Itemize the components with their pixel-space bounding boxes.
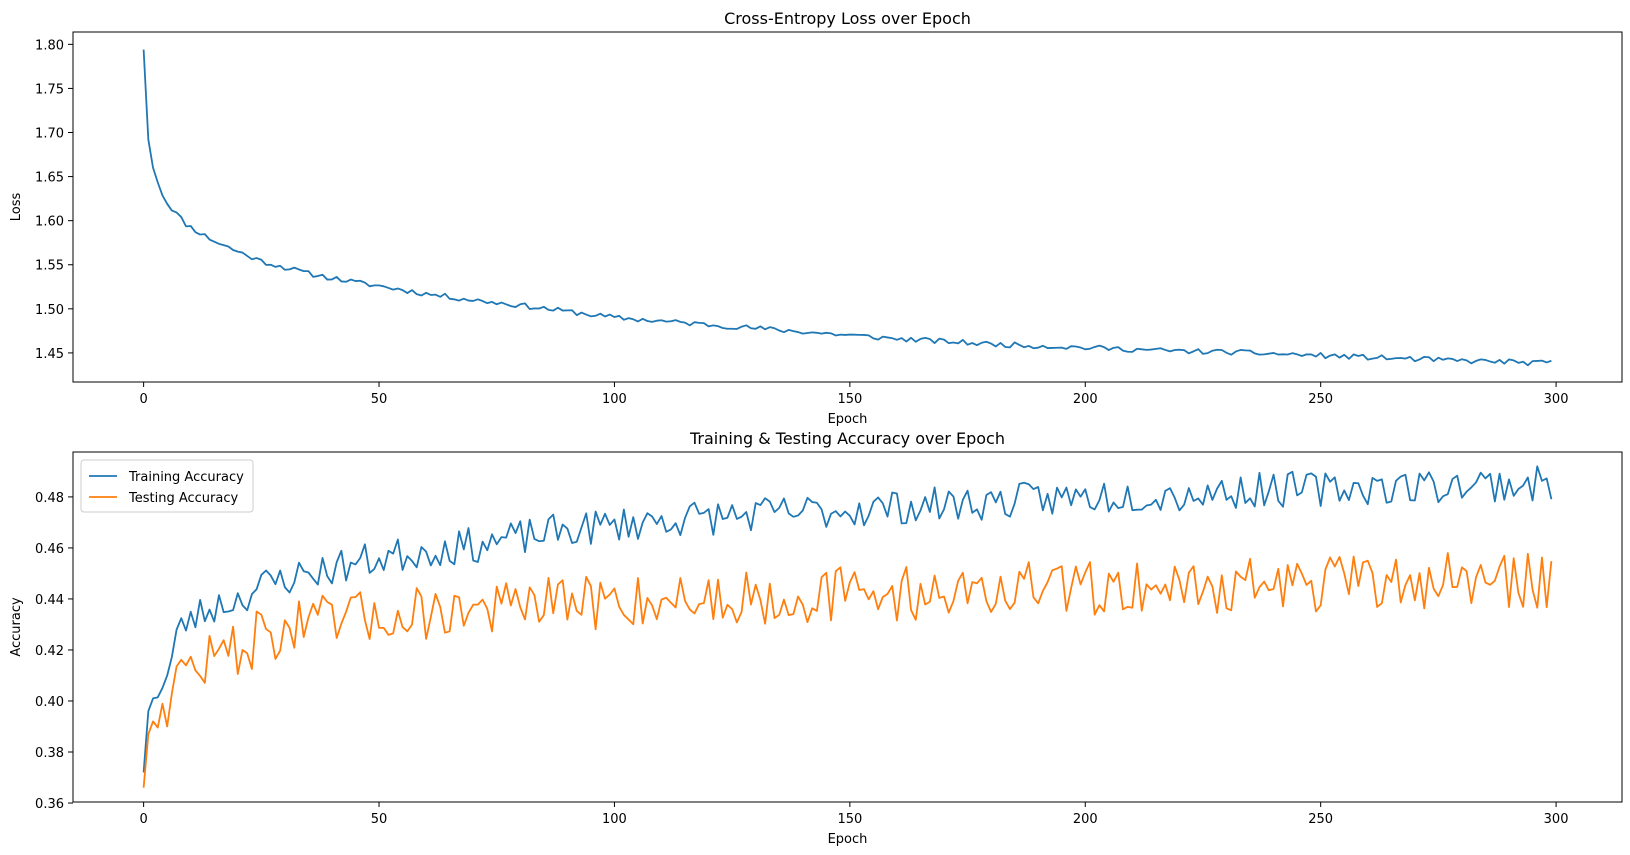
y-tick-label: 0.42 (35, 644, 64, 659)
y-tick-label: 0.40 (35, 695, 64, 710)
x-tick-label: 50 (371, 812, 388, 827)
series-line-loss (144, 50, 1552, 366)
y-tick-label: 1.75 (35, 82, 64, 97)
x-tick-label: 100 (602, 812, 627, 827)
plot-frame (73, 32, 1622, 382)
x-tick-label: 50 (371, 392, 388, 407)
y-tick-label: 1.60 (35, 215, 64, 230)
legend: Training Accuracy Testing Accuracy (81, 460, 253, 512)
y-tick-label: 0.48 (35, 491, 64, 506)
y-tick-label: 0.46 (35, 542, 64, 557)
x-tick-label: 150 (837, 392, 862, 407)
chart-title: Training & Testing Accuracy over Epoch (689, 429, 1005, 448)
chart-panel-2: Training & Testing Accuracy over Epoch 0 5… (9, 429, 1622, 847)
y-tick-label: 0.38 (35, 746, 64, 761)
y-axis-label: Accuracy (9, 597, 24, 657)
x-tick-label: 200 (1073, 392, 1098, 407)
x-tick-label: 300 (1544, 392, 1569, 407)
y-tick-label: 1.50 (35, 303, 64, 318)
x-tick-label: 250 (1308, 392, 1333, 407)
x-tick-label: 200 (1073, 812, 1098, 827)
legend-label: Testing Accuracy (128, 491, 238, 506)
y-tick-label: 1.70 (35, 127, 64, 142)
legend-label: Training Accuracy (128, 470, 244, 485)
x-axis-label: Epoch (828, 412, 868, 427)
y-axis-label: Loss (9, 193, 24, 222)
y-tick-label: 0.36 (35, 797, 64, 812)
x-tick-label: 300 (1544, 812, 1569, 827)
y-tick-label: 1.65 (35, 171, 64, 186)
x-tick-label: 0 (139, 392, 147, 407)
y-tick-label: 1.80 (35, 38, 64, 53)
x-axis-label: Epoch (828, 832, 868, 847)
chart-panel-1: Cross-Entropy Loss over Epoch 0 50 100 150 20… (9, 9, 1622, 427)
x-tick-label: 150 (837, 812, 862, 827)
x-tick-label: 0 (139, 812, 147, 827)
x-tick-label: 250 (1308, 812, 1333, 827)
series-line-training-accuracy (144, 466, 1552, 772)
x-tick-label: 100 (602, 392, 627, 407)
y-tick-label: 1.45 (35, 347, 64, 362)
series-line-testing-accuracy (144, 553, 1552, 788)
y-tick-label: 0.44 (35, 593, 64, 608)
y-tick-label: 1.55 (35, 259, 64, 274)
chart-title: Cross-Entropy Loss over Epoch (724, 9, 971, 28)
